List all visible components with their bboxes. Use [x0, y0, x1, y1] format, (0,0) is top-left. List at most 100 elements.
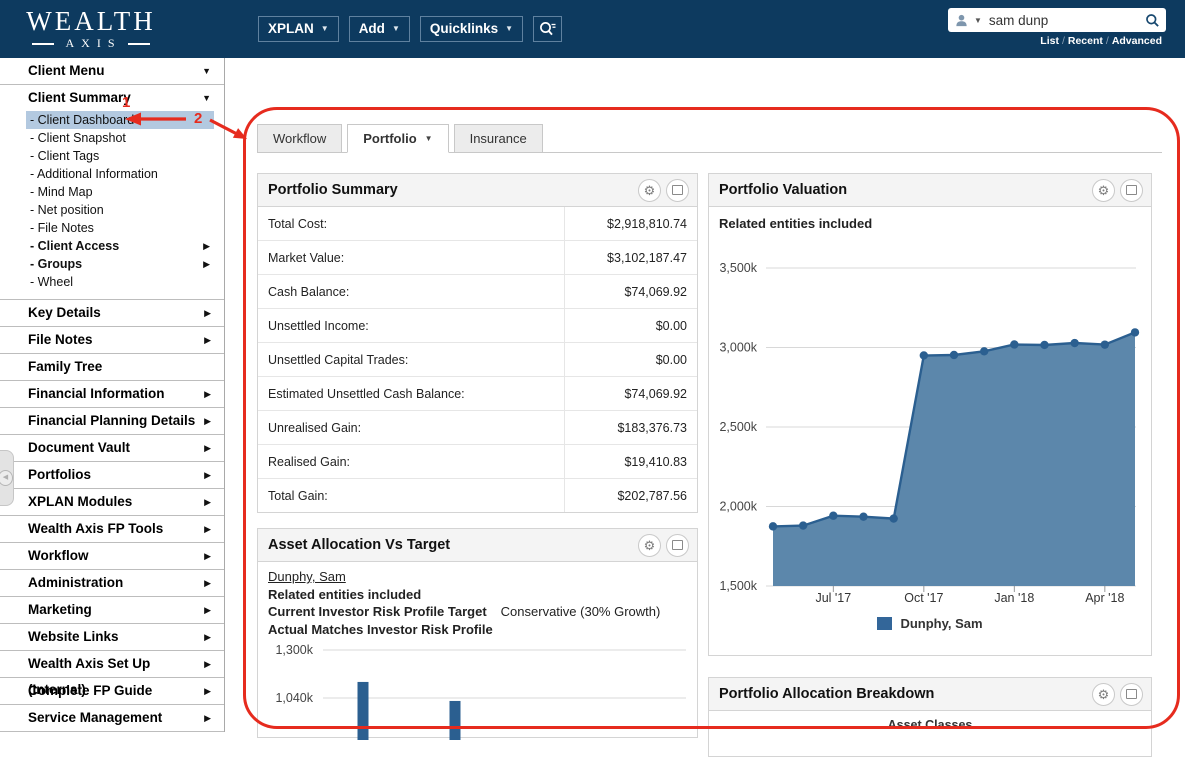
- svg-text:1,040k: 1,040k: [275, 691, 313, 705]
- sidebar-item-complete-fp-guide[interactable]: ▶ Complete FP Guide: [0, 677, 224, 704]
- row-value: $74,069.92: [564, 275, 697, 308]
- search-link-advanced[interactable]: Advanced: [1111, 35, 1162, 47]
- svg-text:2,000k: 2,000k: [719, 500, 757, 514]
- row-value: $2,918,810.74: [564, 207, 697, 240]
- tab-portfolio[interactable]: Portfolio ▼: [347, 124, 449, 153]
- sidebar-item-client-tags[interactable]: - Client Tags: [26, 147, 214, 165]
- panel-minimize-button[interactable]: [666, 178, 689, 202]
- table-row: Total Gain: $202,787.56: [258, 479, 697, 512]
- sidebar-item-label: Document Vault: [28, 440, 131, 455]
- risk-profile-target-label: Current Investor Risk Profile Target: [268, 604, 487, 619]
- separator: /: [1061, 35, 1065, 47]
- sidebar-item-client-summary[interactable]: ▼ Client Summary: [0, 84, 224, 111]
- sidebar-item-wheel[interactable]: - Wheel: [26, 273, 214, 291]
- portfolio-summary-header: Portfolio Summary ⚙: [258, 174, 697, 207]
- sidebar-item-client-snapshot[interactable]: - Client Snapshot: [26, 129, 214, 147]
- sidebar-item-portfolios[interactable]: ▶ Portfolios: [0, 461, 224, 488]
- portfolio-summary-panel: Portfolio Summary ⚙ Total Cost: $2,918,81…: [257, 173, 698, 513]
- quicklinks-menu-button[interactable]: Quicklinks ▼: [419, 16, 524, 42]
- row-label: Unsettled Income:: [268, 318, 369, 333]
- table-row: Unsettled Income: $0.00: [258, 309, 697, 343]
- arrow-right-icon: ▶: [204, 578, 211, 588]
- quick-search-button[interactable]: [533, 16, 563, 42]
- sidebar-item-financial-information[interactable]: ▶ Financial Information: [0, 380, 224, 407]
- sidebar-item-administration[interactable]: ▶ Administration: [0, 569, 224, 596]
- sidebar-item-label: Marketing: [28, 602, 92, 617]
- sidebar-item-wealth-axis-set-up[interactable]: ▶ Wealth Axis Set Up (Internal): [0, 650, 224, 697]
- search-mode-links: List / Recent / Advanced: [1040, 35, 1162, 47]
- panel-settings-button[interactable]: ⚙: [638, 533, 661, 557]
- row-value: $183,376.73: [564, 411, 697, 444]
- panel-settings-button[interactable]: ⚙: [638, 178, 661, 202]
- panel-minimize-button[interactable]: [666, 533, 689, 557]
- search-link-recent[interactable]: Recent: [1067, 35, 1103, 47]
- table-row: Estimated Unsettled Cash Balance: $74,069…: [258, 377, 697, 411]
- sidebar-item-net-position[interactable]: - Net position: [26, 201, 214, 219]
- separator: /: [1105, 35, 1109, 47]
- client-link[interactable]: Dunphy, Sam: [268, 569, 346, 584]
- sidebar-item-file-notes-sub[interactable]: - File Notes: [26, 219, 214, 237]
- table-row: Unrealised Gain: $183,376.73: [258, 411, 697, 445]
- search-icon[interactable]: [1145, 13, 1160, 28]
- sidebar-item-groups[interactable]: ▶ - Groups: [26, 255, 214, 273]
- sidebar-item-label: File Notes: [28, 332, 93, 347]
- sidebar-item-website-links[interactable]: ▶ Website Links: [0, 623, 224, 650]
- sidebar-item-client-access[interactable]: ▶ - Client Access: [26, 237, 214, 255]
- logo-rule-right: [127, 42, 150, 45]
- logo-rule-left: [32, 42, 55, 45]
- sidebar-item-label: Family Tree: [28, 359, 103, 374]
- asset-classes-axis-title: Asset Classes: [887, 718, 973, 732]
- panel-settings-button[interactable]: ⚙: [1092, 178, 1115, 202]
- dashboard-tabbar: Workflow Portfolio ▼ Insurance: [257, 124, 543, 153]
- sidebar-item-label: Client Menu: [28, 63, 105, 78]
- sidebar-item-label: - Client Tags: [30, 149, 100, 163]
- panel-settings-button[interactable]: ⚙: [1092, 682, 1115, 706]
- search-input[interactable]: [986, 11, 1140, 29]
- sidebar-item-wealth-axis-fp-tools[interactable]: ▶ Wealth Axis FP Tools: [0, 515, 224, 542]
- portfolio-valuation-chart: 1,500k 2,000k 2,500k 3,000k 3,500k Jul '17 Oct…: [719, 261, 1140, 605]
- sidebar-item-financial-planning-details[interactable]: ▶ Financial Planning Details: [0, 407, 224, 434]
- sidebar-item-service-management[interactable]: ▶ Service Management: [0, 704, 224, 731]
- chart-legend: Dunphy, Sam: [709, 616, 1151, 631]
- arrow-right-icon: ▶: [203, 259, 210, 269]
- portfolio-valuation-panel: Portfolio Valuation ⚙ Related entities i…: [708, 173, 1152, 656]
- portfolio-allocation-breakdown-header: Portfolio Allocation Breakdown ⚙: [709, 678, 1151, 711]
- svg-text:Jul '17: Jul '17: [815, 591, 851, 605]
- sidebar-item-xplan-modules[interactable]: ▶ XPLAN Modules: [0, 488, 224, 515]
- svg-text:3,500k: 3,500k: [719, 261, 757, 275]
- sidebar-item-mind-map[interactable]: - Mind Map: [26, 183, 214, 201]
- gear-icon: ⚙: [1097, 686, 1110, 702]
- portfolio-valuation-header: Portfolio Valuation ⚙: [709, 174, 1151, 207]
- row-value: $3,102,187.47: [564, 241, 697, 274]
- sidebar-item-document-vault[interactable]: ▶ Document Vault: [0, 434, 224, 461]
- sidebar-item-label: Website Links: [28, 629, 119, 644]
- tab-workflow[interactable]: Workflow: [257, 124, 343, 153]
- sidebar-item-marketing[interactable]: ▶ Marketing: [0, 596, 224, 623]
- sidebar-item-client-menu[interactable]: ▼ Client Menu: [0, 58, 224, 84]
- sidebar-item-additional-information[interactable]: - Additional Information: [26, 165, 214, 183]
- row-value: $0.00: [564, 309, 697, 342]
- tab-insurance[interactable]: Insurance: [453, 124, 543, 153]
- add-menu-button[interactable]: Add ▼: [348, 16, 410, 42]
- sidebar-item-key-details[interactable]: ▶ Key Details: [0, 299, 224, 326]
- svg-text:Apr '18: Apr '18: [1085, 591, 1124, 605]
- search-link-list[interactable]: List: [1040, 35, 1059, 47]
- sidebar-item-family-tree[interactable]: Family Tree: [0, 353, 224, 380]
- row-value: $202,787.56: [564, 479, 697, 512]
- table-row: Cash Balance: $74,069.92: [258, 275, 697, 309]
- sidebar-item-label: Key Details: [28, 305, 101, 320]
- arrow-right-icon: ▶: [204, 632, 211, 642]
- sidebar-item-file-notes[interactable]: ▶ File Notes: [0, 326, 224, 353]
- panel-minimize-button[interactable]: [1120, 178, 1143, 202]
- client-search-box[interactable]: ▼: [948, 8, 1166, 32]
- xplan-menu-button[interactable]: XPLAN ▼: [258, 16, 339, 42]
- panel-minimize-button[interactable]: [1120, 682, 1143, 706]
- sidebar-collapse-handle[interactable]: ◀: [0, 450, 14, 506]
- tabbar-baseline: [257, 152, 1162, 153]
- quicklinks-menu-label: Quicklinks: [429, 21, 499, 36]
- sidebar-item-workflow[interactable]: ▶ Workflow: [0, 542, 224, 569]
- top-bar: WEALTH AXIS XPLAN ▼ Add ▼ Quicklinks ▼: [0, 0, 1185, 58]
- search-scope-caret-icon[interactable]: ▼: [974, 15, 982, 25]
- portfolio-allocation-breakdown-panel: Portfolio Allocation Breakdown ⚙ Asset C…: [708, 677, 1152, 757]
- sidebar-item-client-dashboard[interactable]: - Client Dashboard: [26, 111, 214, 129]
